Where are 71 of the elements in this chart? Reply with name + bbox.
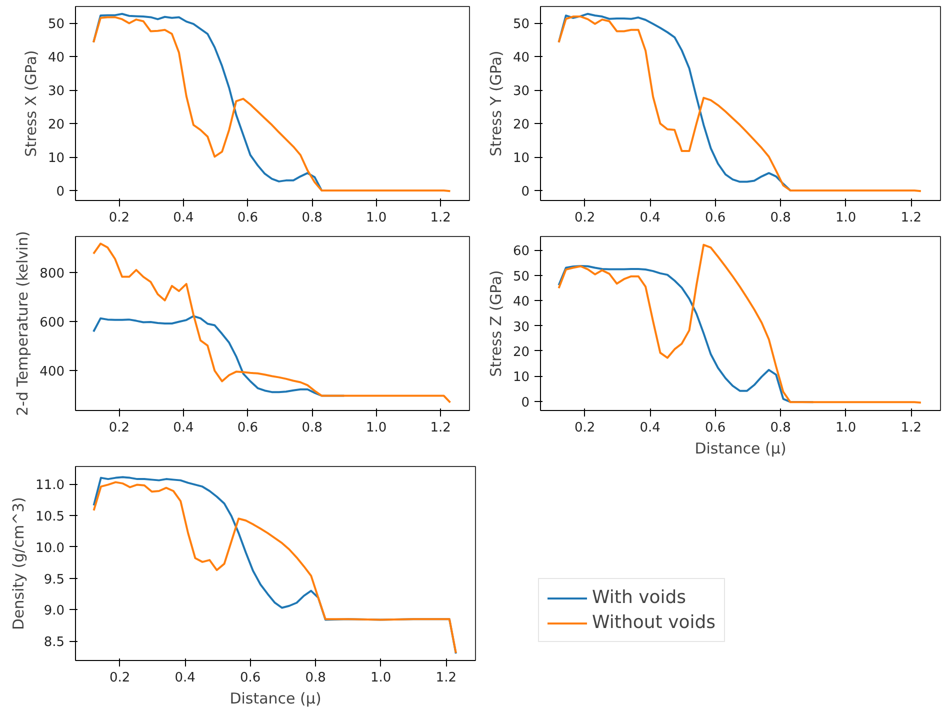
- x-tick-label: 0.2: [108, 420, 130, 436]
- x-tick-label: 1.2: [430, 420, 451, 436]
- x-tick-label: 1.0: [366, 210, 387, 226]
- x-tick-label: 0.6: [240, 670, 261, 686]
- legend-label: With voids: [592, 587, 686, 608]
- x-tick-label: 1.0: [370, 670, 392, 686]
- x-tick-label: 0.6: [705, 420, 726, 436]
- y-tick-label: 50: [512, 17, 530, 32]
- x-tick-label: 1.2: [436, 670, 456, 686]
- x-tick-label: 0.8: [302, 210, 322, 226]
- x-tick-label: 0.4: [173, 210, 194, 226]
- line-series: [558, 16, 922, 192]
- x-tick-label: 1.0: [366, 420, 387, 436]
- y-tick-label: 600: [40, 316, 65, 331]
- x-tick-label: 0.8: [305, 670, 326, 686]
- y-tick-label: 40: [48, 50, 65, 66]
- y-axis-title: Stress X (GPa): [22, 50, 40, 157]
- y-tick-label: 20: [48, 118, 65, 133]
- x-tick-label: 0.2: [110, 670, 130, 686]
- x-tick-label: 0.8: [302, 420, 322, 436]
- x-tick-label: 0.2: [574, 210, 596, 226]
- line-series: [558, 244, 922, 404]
- x-tick-label: 1.2: [900, 420, 922, 436]
- y-tick-label: 10: [512, 151, 530, 166]
- x-tick-label: 0.8: [770, 420, 791, 436]
- y-axis-title: Density (g/cm^3): [10, 496, 28, 630]
- y-tick-label: 40: [512, 50, 530, 66]
- x-tick-label: 1.0: [836, 420, 856, 436]
- x-tick-label: 0.4: [173, 420, 194, 436]
- y-tick-label: 30: [512, 320, 530, 335]
- x-tick-label: 0.4: [640, 420, 660, 436]
- y-tick-label: 10.5: [36, 509, 65, 524]
- x-tick-label: 1.2: [430, 210, 451, 226]
- line-series: [92, 16, 452, 192]
- y-tick-label: 20: [512, 344, 530, 360]
- x-tick-label: 0.6: [705, 210, 726, 226]
- line-series: [92, 242, 452, 404]
- y-tick-label: 0: [521, 395, 530, 410]
- y-tick-label: 800: [40, 266, 65, 282]
- y-tick-label: 8.5: [44, 635, 65, 650]
- x-axis-title: Distance (μ): [694, 440, 786, 458]
- y-tick-label: 0: [56, 184, 65, 200]
- legend-label: Without voids: [592, 612, 716, 633]
- y-tick-label: 50: [512, 269, 530, 284]
- y-tick-label: 9.5: [44, 572, 65, 588]
- y-tick-label: 0: [521, 184, 530, 200]
- x-tick-label: 0.2: [108, 210, 130, 226]
- y-tick-label: 11.0: [36, 478, 65, 494]
- y-tick-label: 9.0: [44, 604, 65, 619]
- x-tick-label: 0.4: [174, 670, 196, 686]
- x-tick-label: 0.6: [237, 420, 258, 436]
- x-tick-label: 0.4: [640, 210, 660, 226]
- x-tick-label: 0.8: [770, 210, 791, 226]
- x-tick-label: 0.2: [574, 420, 596, 436]
- y-tick-label: 30: [512, 84, 530, 100]
- y-tick-label: 10.0: [36, 540, 65, 556]
- y-tick-label: 50: [48, 17, 65, 32]
- y-tick-label: 10: [48, 151, 65, 166]
- y-axis-title: 2-d Temperature (kelvin): [14, 231, 32, 416]
- y-axis-title: Stress Y (GPa): [486, 50, 505, 156]
- x-axis-title: Distance (μ): [230, 690, 322, 708]
- y-tick-label: 40: [512, 294, 530, 310]
- x-tick-label: 1.0: [836, 210, 856, 226]
- x-tick-label: 1.2: [900, 210, 922, 226]
- y-tick-label: 60: [512, 244, 530, 260]
- y-tick-label: 20: [512, 118, 530, 133]
- y-axis-title: Stress Z (GPa): [486, 270, 505, 377]
- y-tick-label: 10: [512, 370, 530, 386]
- y-tick-label: 30: [48, 84, 65, 100]
- y-tick-label: 400: [40, 364, 65, 380]
- x-tick-label: 0.6: [237, 210, 258, 226]
